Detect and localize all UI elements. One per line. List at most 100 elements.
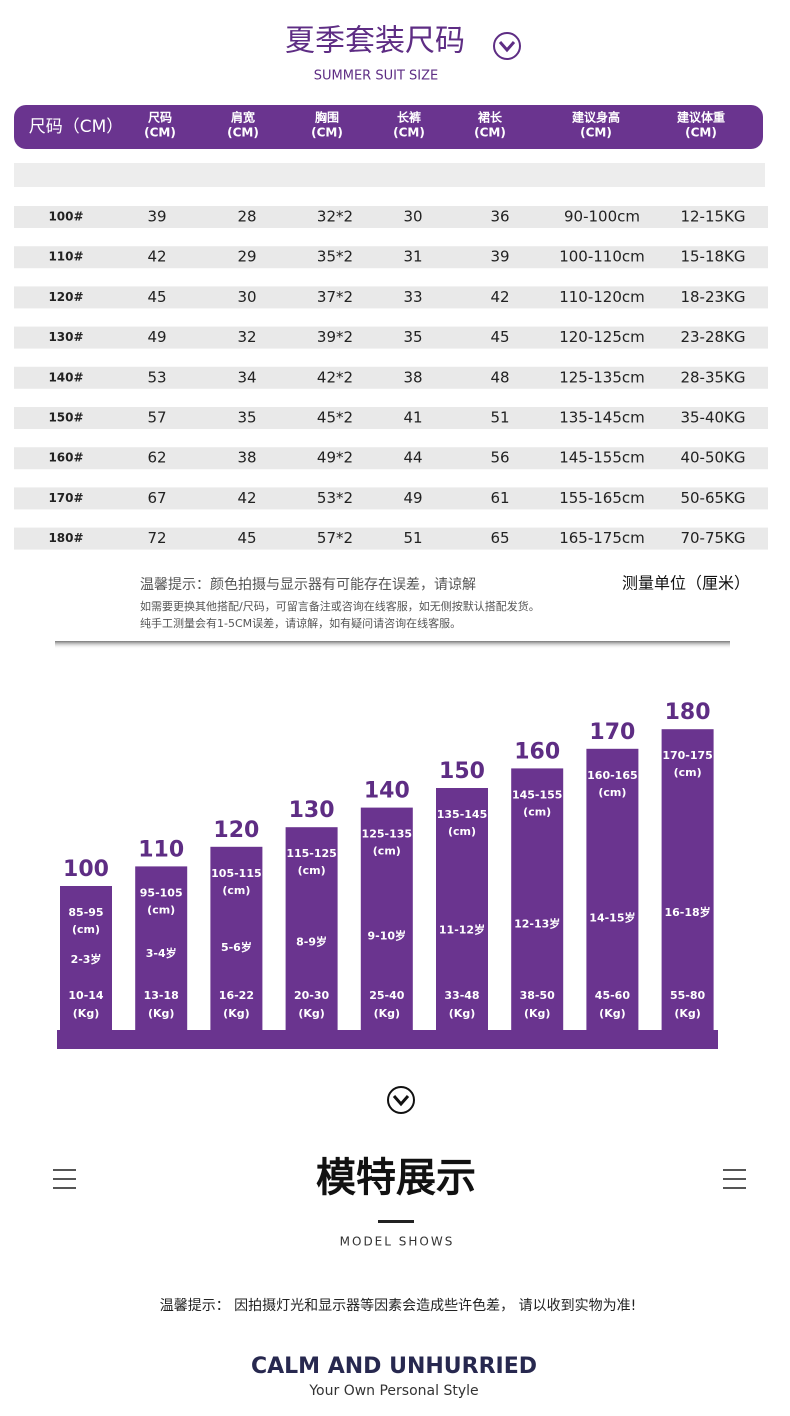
title: 夏季套装尺码 [285,24,465,59]
tagline: Your Own Personal Style [308,1383,478,1399]
model-title: 模特展示 [316,1155,476,1201]
column-name: 肩宽 [231,110,255,125]
cell: 57 [147,409,166,427]
row-stripe [14,407,768,429]
bar-text: 85-95 [68,906,103,919]
bar-text: (Kg) [298,1007,324,1020]
cell: 28-35KG [680,368,745,386]
column-name: 建议身高 [571,110,620,125]
cell: 34 [237,368,256,386]
cell: 42 [237,489,256,507]
cell: 145-155cm [559,449,645,467]
cell: 50-65KG [680,489,745,507]
chevron-icon [387,1086,415,1114]
size-cell: 160# [48,451,83,465]
bar-text: (cm) [298,864,326,877]
cell: 28 [237,208,256,226]
cell: 57*2 [317,529,353,547]
cell: 100-110cm [559,248,645,266]
bar-text: 14-15岁 [589,911,635,925]
cell: 48 [490,368,509,386]
cell: 49*2 [317,449,353,467]
cell: 38 [237,449,256,467]
note: 温馨提示：颜色拍摄与显示器有可能存在误差，请谅解 [140,576,476,593]
cell: 33 [403,288,422,306]
bar-text: 2-3岁 [71,952,102,966]
bar-text: 135-145 [437,808,488,821]
cell: 155-165cm [559,489,645,507]
bar-text: 13-18 [144,989,179,1002]
cell: 44 [403,449,422,467]
column-unit: (CM) [393,126,425,140]
column-unit: (CM) [144,126,176,140]
bar-text: 45-60 [595,989,631,1002]
bar-text: (cm) [373,845,401,858]
size-cell: 130# [48,330,83,344]
size-label: 140 [364,779,410,804]
size-label: 100 [63,857,109,882]
cell: 18-23KG [680,288,745,306]
cell: 35-40KG [680,409,745,427]
cell: 42*2 [317,368,353,386]
cell: 35 [237,409,256,427]
cell: 23-28KG [680,328,745,346]
bar-text: (Kg) [524,1007,550,1020]
cell: 38 [403,368,422,386]
bar-text: 125-135 [362,828,413,841]
cell: 45 [147,288,166,306]
size-cell: 180# [48,531,83,545]
column-unit: (CM) [227,126,259,140]
size-label: 150 [439,759,485,784]
bar-text: (Kg) [674,1007,700,1020]
cell: 72 [147,529,166,547]
bar-text: (Kg) [449,1007,475,1020]
size-cell: 140# [48,370,83,384]
cell: 39 [490,248,509,266]
row-stripe [14,286,768,309]
size-cell: 110# [48,250,83,264]
cell: 65 [490,529,509,547]
size-label: 160 [514,739,560,764]
slogan: CALM AND UNHURRIED [251,1354,537,1379]
row-stripe [14,326,768,349]
cell: 42 [490,288,509,306]
menu-icon [53,1169,76,1189]
cell: 31 [403,248,422,266]
cell: 35*2 [317,248,353,266]
bar-text: (cm) [674,766,702,779]
chart-base [57,1030,718,1049]
row-stripe [14,206,768,228]
bar-text: (Kg) [148,1007,174,1020]
bar-text: (Kg) [374,1007,400,1020]
cell: 49 [147,328,166,346]
bar-text: 33-48 [444,989,479,1002]
bar-text: (cm) [598,786,626,799]
chevron-icon [493,32,521,60]
row-stripe [14,487,768,510]
row-stripe [14,447,768,470]
size-bar [661,729,714,1030]
bar-text: 95-105 [140,886,183,899]
cell: 41 [403,409,422,427]
cell: 53*2 [317,489,353,507]
size-cell: 170# [48,491,83,505]
size-bar [511,768,564,1030]
cell: 15-18KG [680,248,745,266]
column-name: 胸围 [315,110,339,125]
bar-text: (Kg) [223,1007,249,1020]
row-stripe [14,527,768,550]
bar-text: (cm) [523,805,551,818]
size-bar [285,827,338,1030]
cell: 56 [490,449,509,467]
menu-icon [723,1169,746,1189]
cell: 51 [403,529,422,547]
size-bar [360,807,413,1030]
column-name: 建议体重 [676,110,725,125]
column-name: 裙长 [477,110,503,125]
shadow [55,641,730,649]
size-cell: 150# [48,411,83,425]
row-stripe [14,366,768,389]
note: 如需要更换其他搭配/尺码，可留言备注或咨询在线客服，如无侧按默认搭配发货。 [140,599,540,613]
bar-text: 16-22 [219,989,254,1002]
